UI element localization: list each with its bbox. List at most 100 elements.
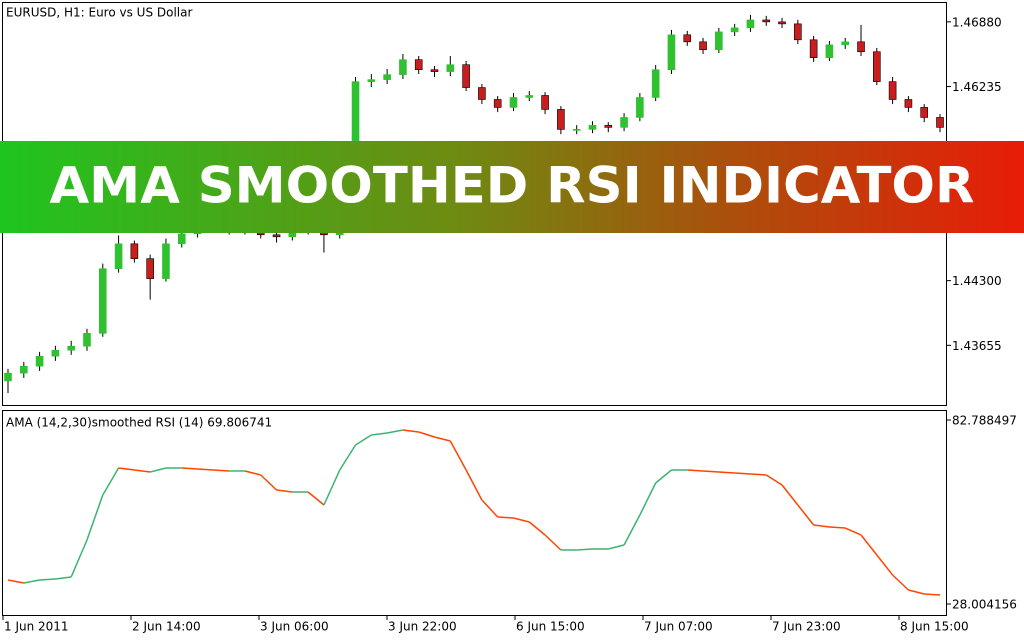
candle-body (746, 19, 755, 29)
candle-body (367, 79, 376, 82)
rsi-segment (23, 579, 40, 584)
rsi-segment (876, 554, 894, 576)
rsi-segment (434, 436, 451, 442)
rsi-segment (892, 574, 909, 591)
candle-body (699, 41, 707, 51)
rsi-segment (181, 467, 198, 470)
x-tick-label: 1 Jun 2011 (4, 620, 69, 634)
rsi-segment (813, 524, 830, 528)
candle-body (98, 268, 107, 334)
candle-body (51, 349, 60, 357)
candle-body (730, 27, 739, 33)
candle-body (493, 99, 502, 108)
candle-body (825, 44, 834, 58)
rsi-segment (418, 431, 435, 438)
candle-body (888, 81, 897, 100)
candle-body (130, 243, 139, 259)
rsi-segment (829, 526, 846, 529)
candle-body (683, 34, 692, 43)
candle-body (272, 234, 281, 238)
candle-body (857, 41, 865, 53)
y-tick-label: 82.788497 (952, 414, 1017, 428)
candle-body (462, 64, 470, 88)
y-tick-label: 28.004156 (952, 598, 1017, 612)
rsi-segment (323, 469, 341, 506)
candle-body (35, 355, 44, 367)
candle-body (715, 31, 723, 51)
candle-body (414, 59, 423, 71)
rsi-segment (797, 504, 815, 526)
rsi-segment (55, 576, 72, 580)
rsi-segment (149, 467, 167, 473)
candle-body (478, 87, 486, 100)
rsi-segment (197, 468, 214, 471)
candle-body (525, 95, 534, 98)
candle-body (667, 34, 676, 71)
rsi-segment (844, 527, 862, 536)
rsi-segment (687, 469, 704, 472)
candle-body (620, 117, 628, 128)
rsi-segment (213, 469, 230, 472)
rsi-segment (134, 469, 151, 473)
rsi-segment (402, 429, 419, 433)
x-tick-label: 3 Jun 22:00 (388, 620, 457, 634)
rsi-segment (750, 473, 767, 476)
rsi-segment (734, 472, 751, 475)
candle-body (588, 125, 597, 130)
rsi-segment (608, 544, 625, 550)
x-tick-label: 7 Jun 07:00 (644, 620, 713, 634)
rsi-segment (386, 429, 404, 434)
rsi-segment (39, 578, 56, 581)
y-tick-label: 1.46880 (952, 15, 1002, 29)
candle-body (177, 233, 186, 245)
candle-body (399, 59, 407, 75)
indicator-panel (2, 410, 947, 616)
candle-body (383, 74, 391, 80)
rsi-segment (860, 534, 878, 556)
candle-body (4, 372, 12, 382)
y-tick-label: 1.46235 (952, 80, 1002, 94)
candle-body (446, 64, 455, 72)
candle-body (19, 365, 28, 374)
chart-title: EURUSD, H1: Euro vs US Dollar (6, 6, 192, 20)
candle-body (509, 97, 518, 108)
x-tick-label: 6 Jun 15:00 (516, 620, 585, 634)
rsi-segment (118, 467, 135, 471)
banner-svg: AMA SMOOTHED RSI INDICATOR (50, 157, 975, 215)
rsi-segment (307, 491, 325, 506)
y-tick-label: 1.43655 (952, 339, 1002, 353)
rsi-segment (655, 469, 672, 484)
candle-body (572, 129, 581, 131)
rsi-segment (718, 471, 735, 474)
candle-body (146, 258, 154, 279)
rsi-segment (260, 474, 278, 491)
rsi-segment (497, 516, 514, 519)
candle-body (936, 117, 944, 128)
rsi-segment (465, 469, 483, 501)
candle-body (83, 332, 91, 347)
rsi-segment (544, 534, 562, 551)
rsi-segment (70, 539, 88, 578)
banner: AMA SMOOTHED RSI INDICATOR (0, 141, 1024, 233)
rsi-segment (355, 434, 372, 446)
candle-body (873, 51, 881, 82)
rsi-segment (781, 484, 799, 506)
candle-body (114, 243, 123, 269)
candle-body (557, 109, 565, 130)
candle-body (920, 107, 929, 118)
rsi-segment (481, 499, 499, 518)
candle-body (762, 19, 771, 23)
candle-body (430, 69, 439, 72)
rsi-segment (528, 521, 546, 536)
rsi-segment (765, 474, 783, 486)
candle-body (778, 21, 786, 25)
candle-body (351, 81, 360, 150)
banner-text: AMA SMOOTHED RSI INDICATOR (50, 157, 975, 215)
rsi-segment (639, 482, 657, 516)
candle-body (67, 345, 75, 351)
y-tick-label: 1.44300 (952, 274, 1002, 288)
x-tick-label: 8 Jun 15:00 (900, 620, 969, 634)
candle-body (651, 69, 660, 98)
